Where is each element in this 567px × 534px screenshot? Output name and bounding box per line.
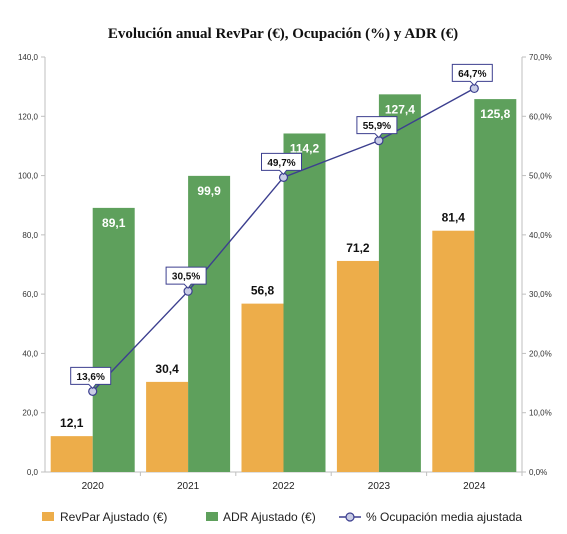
adr-bar (188, 175, 231, 472)
left-tick-label: 80,0 (22, 231, 38, 240)
adr-bar (378, 94, 421, 472)
right-tick-label: 30,0% (529, 290, 552, 299)
legend-label-revpar: RevPar Ajustado (€) (60, 510, 167, 524)
legend: RevPar Ajustado (€) ADR Ajustado (€) % Ocu… (42, 510, 522, 524)
right-tick-label: 70,0% (529, 53, 552, 62)
occupancy-data-label: 55,9% (363, 121, 391, 132)
left-tick-label: 40,0 (22, 349, 38, 358)
right-tick-label: 10,0% (529, 409, 552, 418)
revpar-bar (336, 260, 379, 472)
occupancy-data-label: 13,6% (77, 372, 105, 383)
adr-bar (92, 207, 135, 472)
occupancy-data-label: 64,7% (458, 69, 486, 80)
left-tick-label: 60,0 (22, 290, 38, 299)
occupancy-data-label: 30,5% (172, 272, 200, 283)
occupancy-callout (165, 266, 207, 289)
adr-bar (283, 133, 326, 472)
revpar-data-label: 71,2 (346, 241, 370, 255)
chart-title: Evolución anual RevPar (€), Ocupación (%… (108, 26, 458, 42)
right-tick-label: 20,0% (529, 349, 552, 358)
adr-data-label: 127,4 (385, 102, 415, 116)
revpar-bar (432, 230, 475, 472)
right-tick-label: 40,0% (529, 231, 552, 240)
adr-data-label: 99,9 (197, 184, 221, 198)
occupancy-callout (451, 63, 493, 87)
legend-swatch-revpar (42, 512, 54, 521)
occupancy-callout (261, 152, 302, 176)
x-tick-label: 2024 (463, 481, 486, 492)
right-tick-label: 0,0% (529, 468, 547, 477)
x-tick-label: 2021 (177, 481, 200, 492)
occupancy-line: 13,6% 30,5% 49,7% 55,9% 64,7% (70, 63, 493, 396)
adr-data-label: 125,8 (480, 107, 510, 121)
occupancy-callout (356, 116, 398, 139)
x-tick-label: 2020 (82, 481, 105, 492)
left-tick-label: 0,0 (27, 468, 39, 477)
left-tick-label: 120,0 (18, 112, 39, 121)
adr-data-label: 89,1 (102, 216, 126, 230)
legend-label-occupancy: % Ocupación media ajustada (366, 510, 522, 524)
revpar-data-label: 30,4 (155, 362, 179, 376)
right-tick-label: 50,0% (529, 172, 552, 181)
occupancy-data-label: 49,7% (267, 158, 295, 169)
x-tick-label: 2022 (272, 481, 295, 492)
revpar-data-label: 12,1 (60, 416, 84, 430)
legend-swatch-adr (206, 512, 218, 521)
revpar-bar (241, 303, 284, 472)
revpar-data-label: 81,4 (442, 211, 466, 225)
revpar-bar (50, 436, 93, 472)
adr-bar (474, 99, 517, 472)
occupancy-callout (70, 366, 112, 390)
adr-data-label: 114,2 (290, 141, 320, 155)
x-tick-label: 2023 (368, 481, 391, 492)
left-tick-label: 20,0 (22, 409, 38, 418)
bars: 12,1 89,1 30,4 99,9 56,8 114,2 71,2 127,4 81,4 12… (50, 94, 517, 472)
legend-marker-occupancy (345, 512, 355, 522)
left-tick-label: 100,0 (18, 172, 39, 181)
left-tick-label: 140,0 (18, 53, 39, 62)
right-tick-label: 60,0% (529, 112, 552, 121)
revpar-data-label: 56,8 (251, 284, 275, 298)
legend-label-adr: ADR Ajustado (€) (223, 510, 316, 524)
revpar-bar (146, 381, 189, 472)
